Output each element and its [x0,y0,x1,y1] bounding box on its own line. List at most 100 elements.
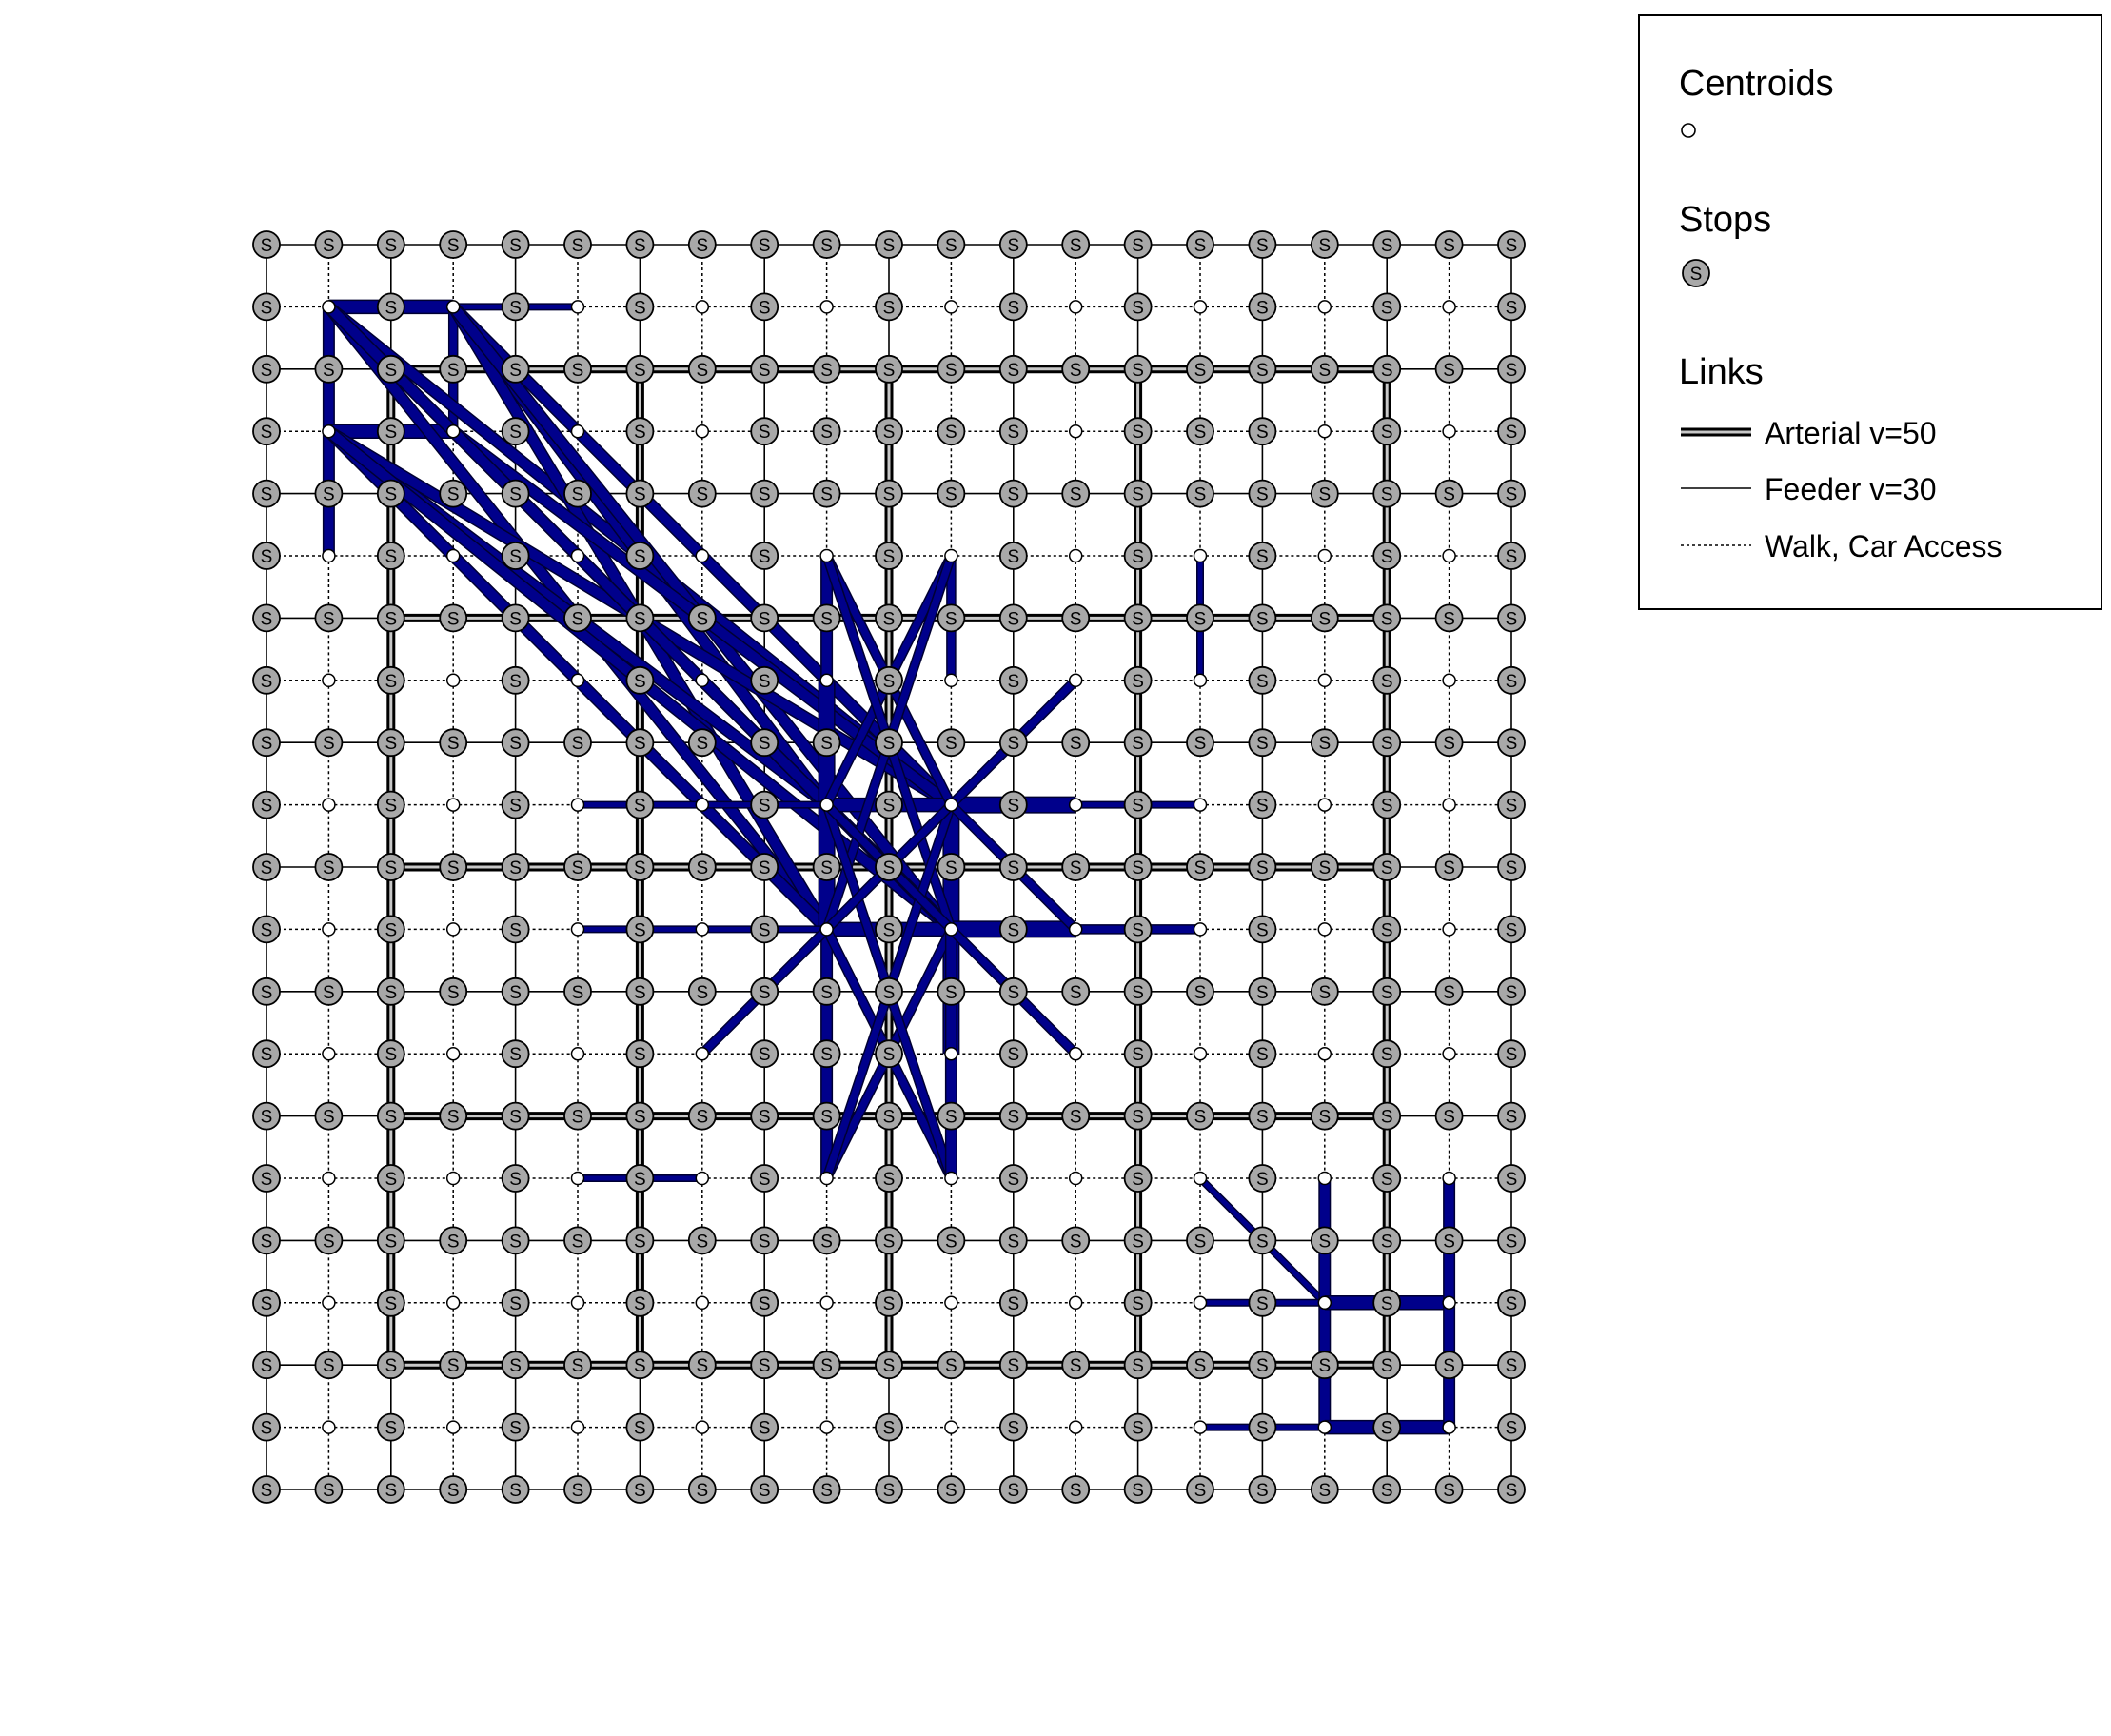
stop-node-label: S [634,1294,646,1314]
stop-node [563,853,592,881]
stop-node-label: S [883,609,896,629]
centroid-node [445,548,461,563]
stop-node [314,1351,344,1380]
centroid-node [322,1295,336,1311]
stop-node-label: S [323,485,335,505]
centroid-node [695,424,710,439]
stop-node-label: S [883,858,896,878]
stop-node-label: S [509,797,522,817]
stop-node-label: S [1318,983,1331,1003]
stop-node [376,603,405,633]
stop-node [875,728,903,758]
stop-node [1434,728,1464,758]
centroid-node [322,798,336,812]
stop-node [998,665,1028,695]
stop-node-label: S [572,734,584,754]
stop-node-label: S [385,672,397,692]
stop-node-label: S [509,1232,522,1252]
stop-node [1123,292,1153,322]
stop-node-label: S [634,1170,646,1190]
stop-node [1248,1226,1277,1255]
stop-node [750,790,779,819]
stop-node-label: S [1256,485,1269,505]
stop-node [1186,976,1214,1006]
stop-node-label: S [1007,1294,1019,1314]
centroid-node [322,673,336,688]
stop-node-label: S [385,361,397,381]
stop-node [1497,728,1526,758]
centroid-node [1442,300,1456,314]
stop-node-label: S [509,423,522,443]
stop-node [875,1039,903,1069]
stop-node [501,479,530,508]
stop-node [501,853,530,881]
stop-node-label: S [261,1419,273,1439]
centroid-node [1442,1295,1456,1311]
stop-node [1248,1288,1277,1317]
stop-node-label: S [1506,1232,1518,1252]
stop-node-label: S [509,236,522,256]
centroid-node [695,300,710,314]
stop-node-label: S [509,1045,522,1065]
stop-node-label: S [509,547,522,567]
stop-node-label: S [1506,920,1518,940]
stop-node [998,479,1028,508]
stop-node-label: S [820,1356,833,1376]
stop-node-label: S [1132,1419,1144,1439]
stop-node-label: S [447,609,460,629]
stop-node [1123,230,1153,259]
stop-node-label: S [1194,858,1207,878]
stop-node-label: S [572,1356,584,1376]
stop-node-label: S [1070,1232,1082,1252]
stop-node [625,1288,655,1317]
stop-node [1372,292,1402,322]
stop-node-label: S [1132,672,1144,692]
centroid-node [819,1295,834,1311]
stop-node-label: S [1506,858,1518,878]
stop-node-label: S [261,298,273,318]
stop-node-label: S [261,423,273,443]
stop-node-label: S [883,1356,896,1376]
centroid-node [1317,1295,1332,1311]
stop-node [1372,230,1402,259]
stop-node-label: S [634,734,646,754]
stop-node [1186,1475,1214,1504]
stop-node-label: S [634,423,646,443]
stop-node [1248,790,1277,819]
stop-node-label: S [385,1356,397,1376]
stop-node-label: S [1070,1481,1082,1501]
stop-node-label: S [509,1419,522,1439]
stop-node [1372,853,1402,881]
stop-node [1372,479,1402,508]
centroid-node [1317,300,1332,314]
stop-node-label: S [1381,547,1393,567]
stop-node [1497,1412,1526,1442]
centroid-node [1193,798,1208,812]
stop-node [1497,603,1526,633]
stop-node [1123,1475,1153,1504]
centroid-node [570,922,585,937]
stop-node-label: S [883,1294,896,1314]
stop-node [1186,1226,1214,1255]
stop-node-label: S [1381,672,1393,692]
centroid-node [819,548,834,563]
stop-node-label: S [696,609,708,629]
stop-node [1186,603,1214,633]
stop-node-label: S [509,361,522,381]
stop-node [376,417,405,446]
stop-node [376,479,405,508]
stop-node [998,603,1028,633]
stop-node [376,292,405,322]
stop-node [1372,976,1402,1006]
stop-node [1497,479,1526,508]
stop-node [812,1226,841,1255]
stop-node-label: S [1318,485,1331,505]
stop-node [563,354,592,384]
stop-node [1497,1351,1526,1380]
stop-node-label: S [759,672,771,692]
stop-node [812,853,841,881]
stop-node [875,1288,903,1317]
stop-node-label: S [1506,1108,1518,1128]
stop-node [1310,1226,1339,1255]
stop-node-label: S [509,1481,522,1501]
